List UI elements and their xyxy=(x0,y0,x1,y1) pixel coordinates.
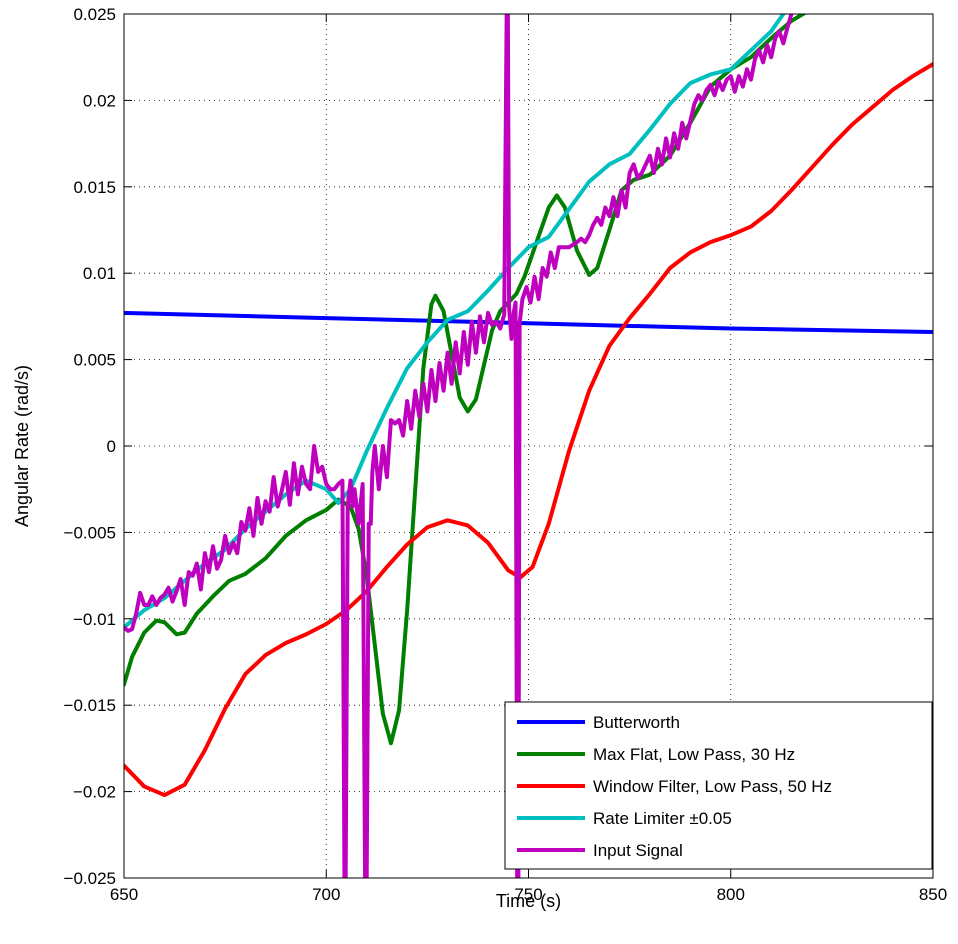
series-layer xyxy=(124,14,933,878)
legend-entry-rate-limiter: Rate Limiter ±0.05 xyxy=(593,809,732,828)
legend-entry-max-flat: Max Flat, Low Pass, 30 Hz xyxy=(593,745,795,764)
y-tick-label: −0.005 xyxy=(64,523,116,542)
x-tick-label: 800 xyxy=(717,885,745,904)
y-tick-label: −0.01 xyxy=(73,610,116,629)
legend-entry-input-signal: Input Signal xyxy=(593,841,683,860)
series-line-butterworth xyxy=(124,310,933,334)
axis-ticks xyxy=(123,13,934,879)
y-tick-label: −0.02 xyxy=(73,783,116,802)
axis-tick-labels: 650 700 750 800 850 −0.025 −0.02 −0.015 −0.01 −0.… xyxy=(64,5,948,904)
y-tick-label: −0.025 xyxy=(64,869,116,888)
y-tick-label: 0.02 xyxy=(83,91,116,110)
y-tick-label: 0.015 xyxy=(73,178,116,197)
x-tick-label: 750 xyxy=(514,885,542,904)
legend: Butterworth Max Flat, Low Pass, 30 Hz Wi… xyxy=(504,701,933,870)
y-tick-label: 0.01 xyxy=(83,264,116,283)
legend-entry-window-filter: Window Filter, Low Pass, 50 Hz xyxy=(593,777,832,796)
y-tick-label: 0.025 xyxy=(73,5,116,24)
y-tick-label: 0 xyxy=(107,437,116,456)
x-tick-label: 700 xyxy=(312,885,340,904)
x-tick-label: 650 xyxy=(110,885,138,904)
series-line-input-signal xyxy=(124,14,794,878)
y-axis-label: Angular Rate (rad/s) xyxy=(12,365,32,527)
y-tick-label: −0.015 xyxy=(64,696,116,715)
y-tick-label: 0.005 xyxy=(73,351,116,370)
series-line-window-filter xyxy=(124,62,933,798)
x-tick-label: 850 xyxy=(919,885,947,904)
x-axis-label: Time (s) xyxy=(496,891,561,911)
legend-entry-butterworth: Butterworth xyxy=(593,713,680,732)
